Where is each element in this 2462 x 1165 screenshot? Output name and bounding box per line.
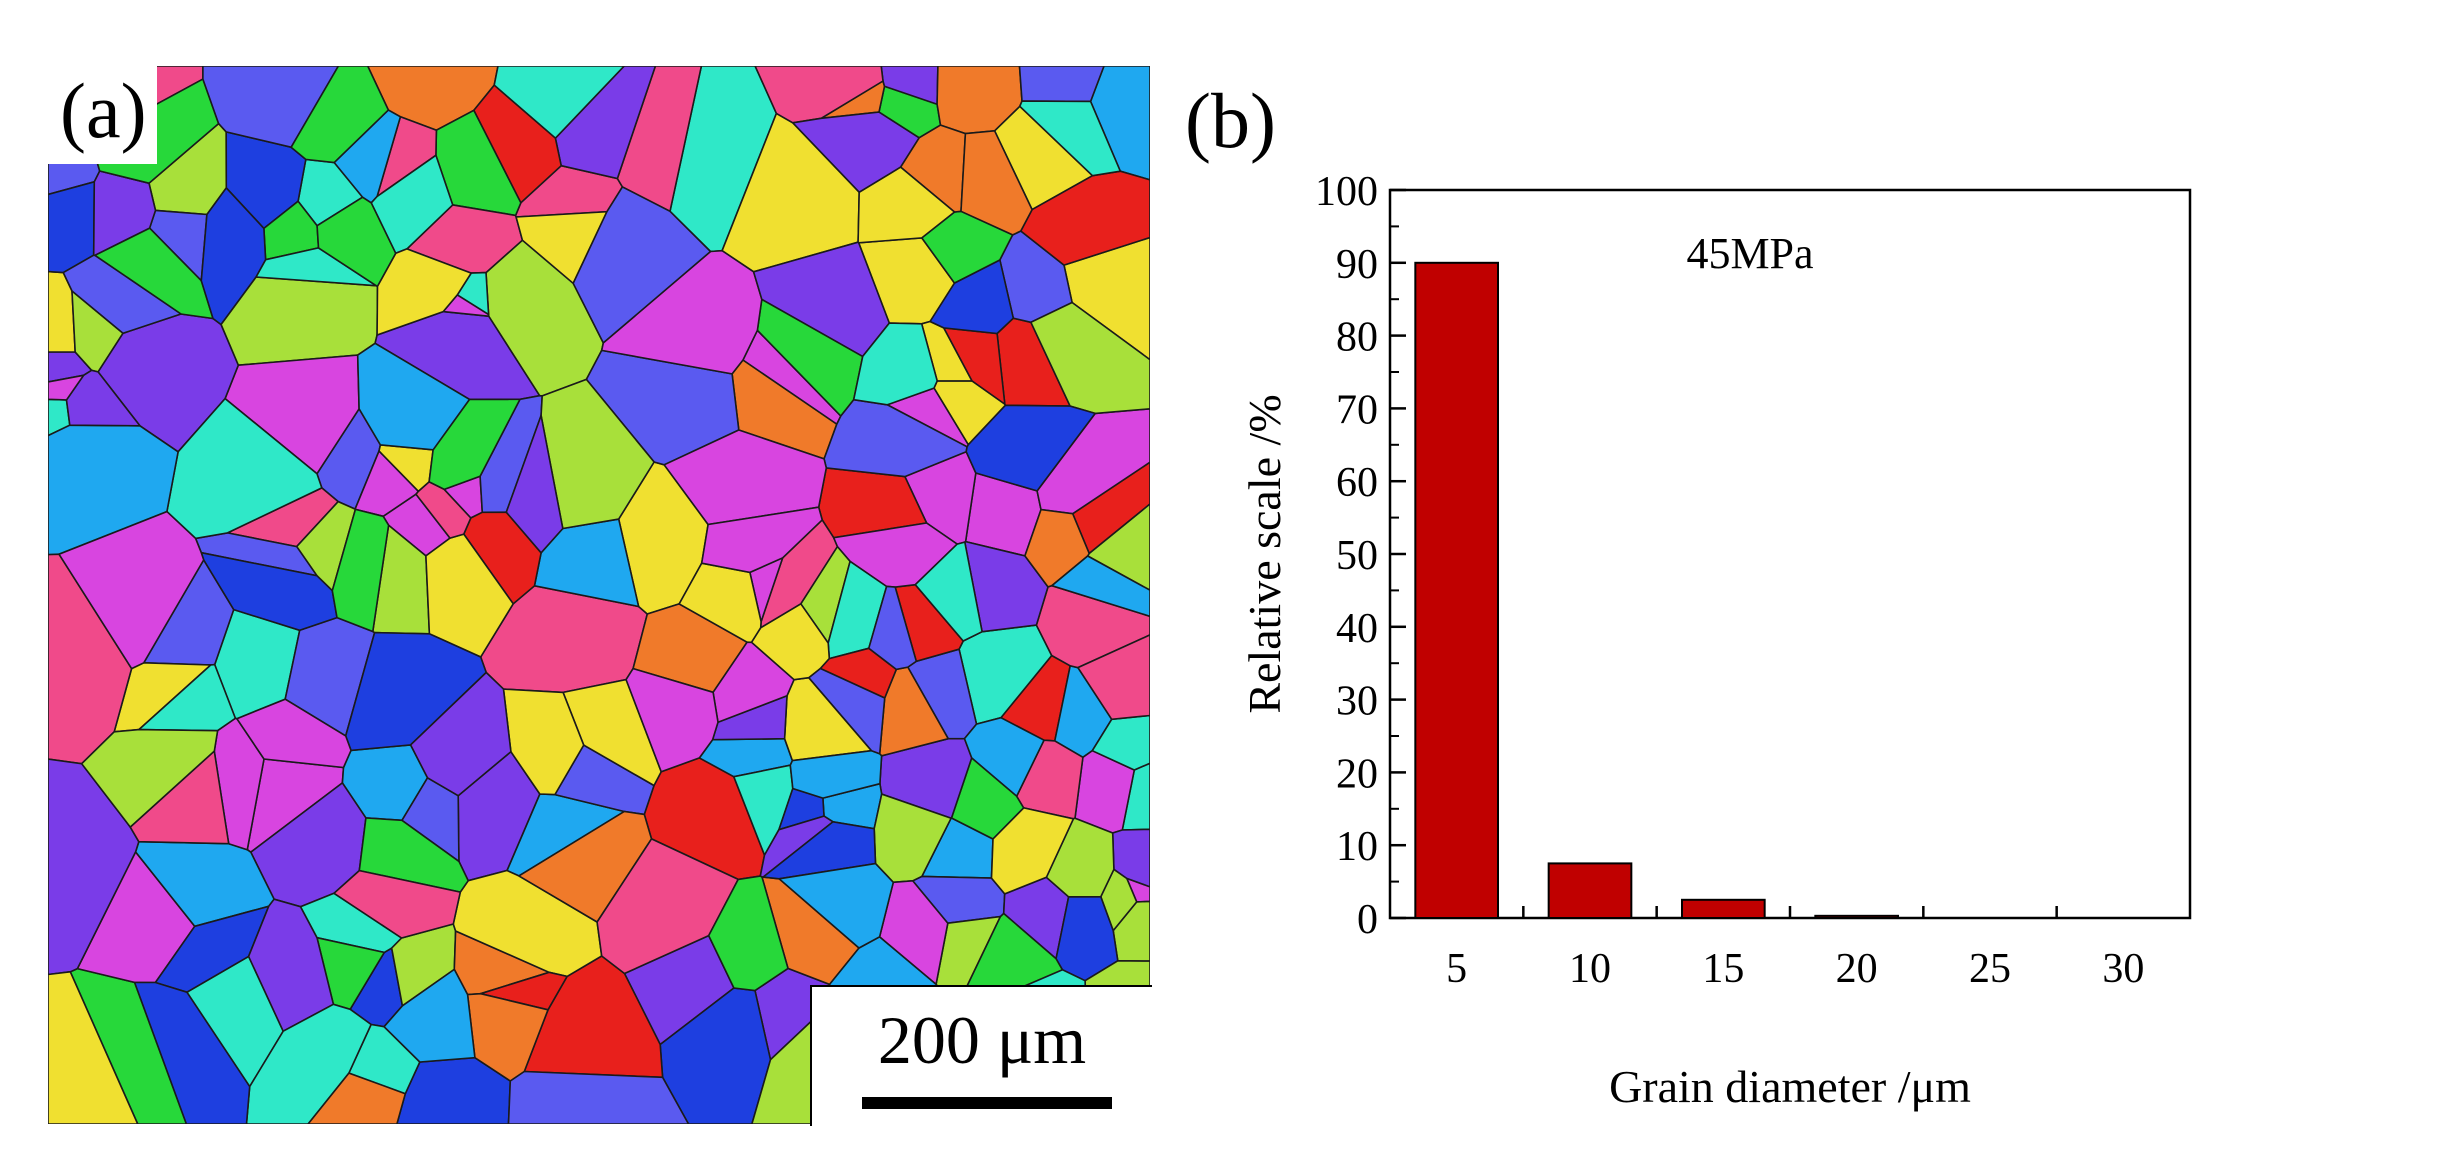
grain — [472, 84, 563, 205]
scale-bar-box: 200 μm — [810, 985, 1152, 1126]
grain — [572, 185, 712, 345]
grain — [129, 749, 230, 845]
y-tick-label: 50 — [1336, 533, 1378, 579]
panel-a-label: (a) — [48, 66, 157, 164]
grain — [332, 869, 462, 939]
grain — [707, 875, 789, 992]
bars — [1414, 261, 1899, 920]
grain — [57, 510, 205, 670]
grain — [133, 981, 251, 1124]
scale-bar-text: 200 μm — [877, 1002, 1087, 1078]
grain — [807, 667, 886, 755]
grain — [867, 585, 918, 671]
grain — [307, 1072, 407, 1124]
grain — [202, 66, 340, 149]
x-tick-label: 15 — [1702, 946, 1744, 992]
grain — [200, 186, 267, 326]
grain — [331, 508, 390, 633]
grain — [383, 968, 476, 1063]
y-tick-label: 0 — [1357, 897, 1378, 943]
bar-5 — [1414, 261, 1500, 920]
grain — [235, 698, 352, 769]
bar-20 — [1814, 914, 1899, 919]
x-axis: 5 10 15 20 25 30 — [1446, 906, 2144, 992]
grain — [48, 970, 139, 1124]
grain — [409, 671, 512, 797]
grain — [517, 810, 653, 924]
grain — [777, 862, 895, 949]
grain — [625, 667, 719, 773]
grain — [1018, 100, 1122, 177]
y-tick-label: 10 — [1336, 824, 1378, 870]
grain — [247, 898, 335, 1033]
ebsd-orientation-map — [48, 66, 1150, 1124]
grain — [507, 1070, 690, 1124]
grain — [376, 248, 473, 337]
grain — [990, 807, 1075, 895]
x-tick-label: 5 — [1446, 946, 1467, 992]
grain — [1018, 66, 1105, 103]
plot-frame — [1388, 188, 2192, 920]
grain — [963, 716, 1046, 798]
grain — [1076, 634, 1150, 721]
y-tick-label: 20 — [1336, 751, 1378, 797]
grain — [878, 879, 949, 986]
grain — [505, 412, 564, 555]
x-axis-label: Grain diameter /μm — [1609, 1061, 1971, 1112]
x-tick-label: 30 — [2102, 946, 2144, 992]
y-tick-label: 100 — [1315, 169, 1378, 215]
grain — [92, 170, 157, 257]
y-axis: 0 10 20 30 40 50 60 70 80 90 100 — [1315, 169, 1406, 943]
grain — [761, 820, 877, 880]
y-tick-label: 70 — [1336, 387, 1378, 433]
grain-size-bar-chart: 0 10 20 30 40 50 60 70 80 90 100 5 10 15 20 25 30 45MPa… — [1239, 169, 2192, 1112]
y-tick-label: 40 — [1336, 606, 1378, 652]
grain — [48, 374, 86, 401]
panel-b-label: (b) — [1185, 77, 1276, 164]
bar-15 — [1681, 898, 1766, 919]
grain — [852, 322, 939, 406]
pressure-annotation: 45MPa — [1686, 229, 1813, 278]
y-axis-label: Relative scale /% — [1239, 394, 1290, 713]
x-tick-label: 10 — [1569, 946, 1611, 992]
y-tick-label: 60 — [1336, 460, 1378, 506]
scale-bar-line — [862, 1097, 1112, 1109]
x-tick-label: 20 — [1836, 946, 1878, 992]
y-tick-label: 80 — [1336, 315, 1378, 361]
grain — [1045, 817, 1115, 898]
y-tick-label: 30 — [1336, 679, 1378, 725]
grain — [928, 258, 1015, 335]
x-tick-label: 25 — [1969, 946, 2011, 992]
y-tick-label: 90 — [1336, 242, 1378, 288]
grain — [356, 342, 471, 451]
grain — [700, 506, 824, 574]
bar-10 — [1547, 862, 1633, 920]
grain — [414, 480, 472, 540]
grain — [960, 129, 1033, 236]
grain — [823, 398, 968, 478]
grain — [1050, 555, 1150, 618]
grain — [791, 111, 921, 194]
grain — [914, 541, 984, 642]
grain — [965, 404, 1097, 492]
